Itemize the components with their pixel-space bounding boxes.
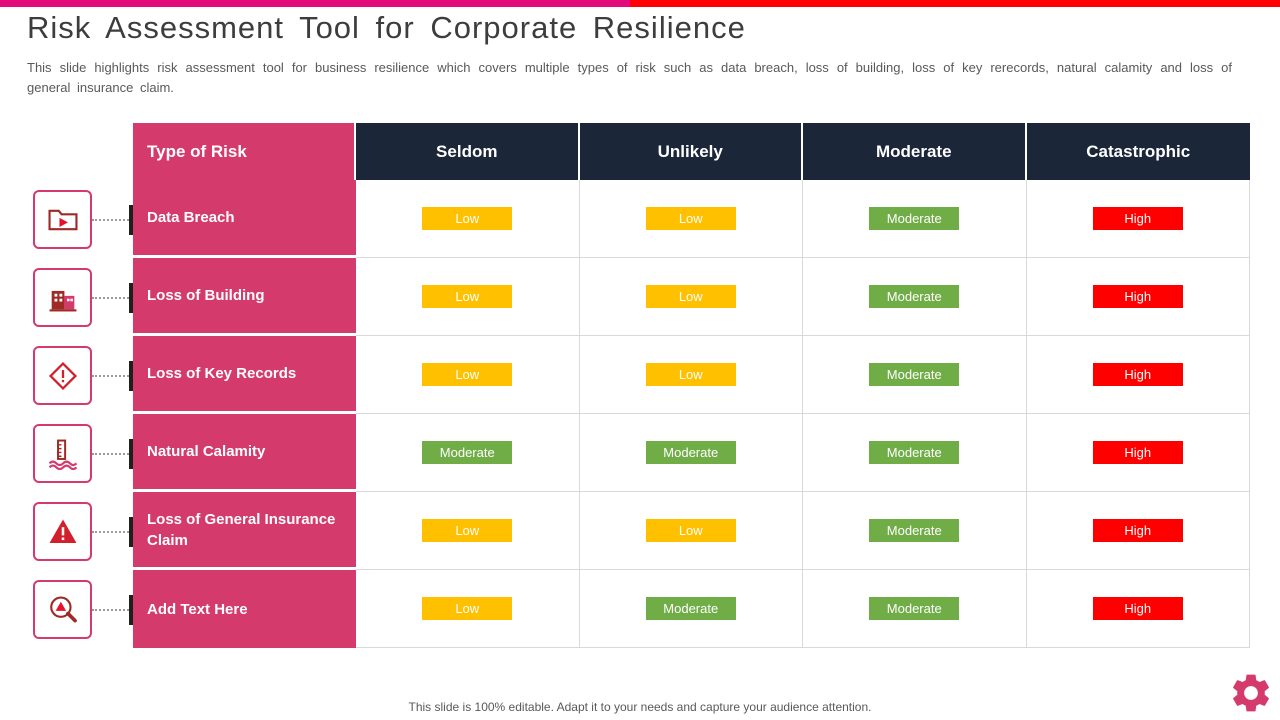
table-cell: Low <box>356 570 580 648</box>
table-cell: Low <box>579 492 803 570</box>
risk-badge: Low <box>422 519 513 542</box>
slide-subtitle: This slide highlights risk assessment to… <box>27 60 1232 95</box>
table-cell: Low <box>579 336 803 414</box>
risk-badge: High <box>1092 519 1183 542</box>
warning-triangle-icon <box>49 519 76 543</box>
row-tick <box>129 438 133 469</box>
risk-badge: Low <box>645 285 736 308</box>
table-cell: Moderate <box>803 492 1027 570</box>
dotted-connector <box>92 608 129 611</box>
search-alert-icon <box>49 595 77 622</box>
row-tick <box>129 282 133 313</box>
row-icon-unit-data-breach <box>33 190 133 249</box>
row-icon-unit-loss-of-general-insurance-claim <box>33 502 133 561</box>
table-cell: High <box>1026 570 1250 648</box>
risk-badge: Moderate <box>869 519 960 542</box>
column-header-type-of-risk: Type of Risk <box>133 123 356 180</box>
table-cell: Low <box>356 336 580 414</box>
building-icon <box>49 290 76 311</box>
risk-badge: Moderate <box>869 597 960 620</box>
risk-badge: High <box>1092 285 1183 308</box>
risk-badge: High <box>1092 597 1183 620</box>
risk-badge: Moderate <box>869 285 960 308</box>
icon-box <box>33 190 92 249</box>
top-accent-bar <box>0 0 1280 7</box>
risk-badge: Moderate <box>869 207 960 230</box>
row-label-add-text-here: Add Text Here <box>133 570 356 648</box>
icon-box <box>33 424 92 483</box>
row-icon-unit-natural-calamity <box>33 424 133 483</box>
folder-alert-icon <box>47 209 78 230</box>
diamond-alert-icon <box>48 361 77 390</box>
column-header-moderate: Moderate <box>803 123 1027 180</box>
table-cell: High <box>1026 180 1250 258</box>
column-header-seldom: Seldom <box>356 123 580 180</box>
row-label-loss-of-building: Loss of Building <box>133 258 356 336</box>
icon-box <box>33 346 92 405</box>
gear-icon <box>1233 674 1269 712</box>
table-cell: Low <box>356 492 580 570</box>
dotted-connector <box>92 296 129 299</box>
row-icon-unit-add-text-here <box>33 580 133 639</box>
row-icon-unit-loss-of-key-records <box>33 346 133 405</box>
risk-badge: Moderate <box>645 441 736 464</box>
risk-badge: Low <box>645 363 736 386</box>
icon-box <box>33 502 92 561</box>
table-cell: Moderate <box>803 336 1027 414</box>
risk-badge: High <box>1092 207 1183 230</box>
risk-badge: High <box>1092 363 1183 386</box>
table-cell: Moderate <box>579 414 803 492</box>
row-tick <box>129 360 133 391</box>
table-cell: Moderate <box>579 570 803 648</box>
dotted-connector <box>92 374 129 377</box>
topbar-left-segment <box>0 0 630 7</box>
dotted-connector <box>92 452 129 455</box>
risk-badge: Moderate <box>869 363 960 386</box>
row-icon-unit-loss-of-building <box>33 268 133 327</box>
table-cell: High <box>1026 258 1250 336</box>
table-cell: Low <box>356 180 580 258</box>
page-title: Risk Assessment Tool for Corporate Resil… <box>27 10 746 45</box>
risk-badge: Low <box>422 285 513 308</box>
row-label-natural-calamity: Natural Calamity <box>133 414 356 492</box>
risk-badge: High <box>1092 441 1183 464</box>
table-cell: Moderate <box>803 570 1027 648</box>
risk-badge: Low <box>422 207 513 230</box>
column-header-catastrophic: Catastrophic <box>1026 123 1250 180</box>
icon-box <box>33 268 92 327</box>
table-cell: Moderate <box>356 414 580 492</box>
dotted-connector <box>92 530 129 533</box>
table-cell: Moderate <box>803 258 1027 336</box>
table-cell: High <box>1026 492 1250 570</box>
row-label-loss-of-key-records: Loss of Key Records <box>133 336 356 414</box>
footer-note: This slide is 100% editable. Adapt it to… <box>408 700 872 714</box>
column-header-unlikely: Unlikely <box>579 123 803 180</box>
risk-table: Type of Risk Seldom Unlikely Moderate Ca… <box>133 123 1250 648</box>
risk-badge: Moderate <box>422 441 513 464</box>
row-tick <box>129 204 133 235</box>
table-cell: Low <box>356 258 580 336</box>
flood-level-icon <box>48 439 77 470</box>
topbar-right-segment <box>630 0 1280 7</box>
risk-badge: Low <box>645 207 736 230</box>
table-cell: Moderate <box>803 180 1027 258</box>
risk-badge: Moderate <box>645 597 736 620</box>
row-tick <box>129 594 133 625</box>
dotted-connector <box>92 218 129 221</box>
risk-badge: Low <box>645 519 736 542</box>
table-cell: Moderate <box>803 414 1027 492</box>
row-label-loss-of-general-insurance-claim: Loss of General Insurance Claim <box>133 492 356 570</box>
table-cell: High <box>1026 336 1250 414</box>
risk-badge: Low <box>422 363 513 386</box>
row-label-data-breach: Data Breach <box>133 180 356 258</box>
row-tick <box>129 516 133 547</box>
table-cell: High <box>1026 414 1250 492</box>
risk-badge: Moderate <box>869 441 960 464</box>
risk-badge: Low <box>422 597 513 620</box>
icon-box <box>33 580 92 639</box>
table-cell: Low <box>579 258 803 336</box>
table-cell: Low <box>579 180 803 258</box>
